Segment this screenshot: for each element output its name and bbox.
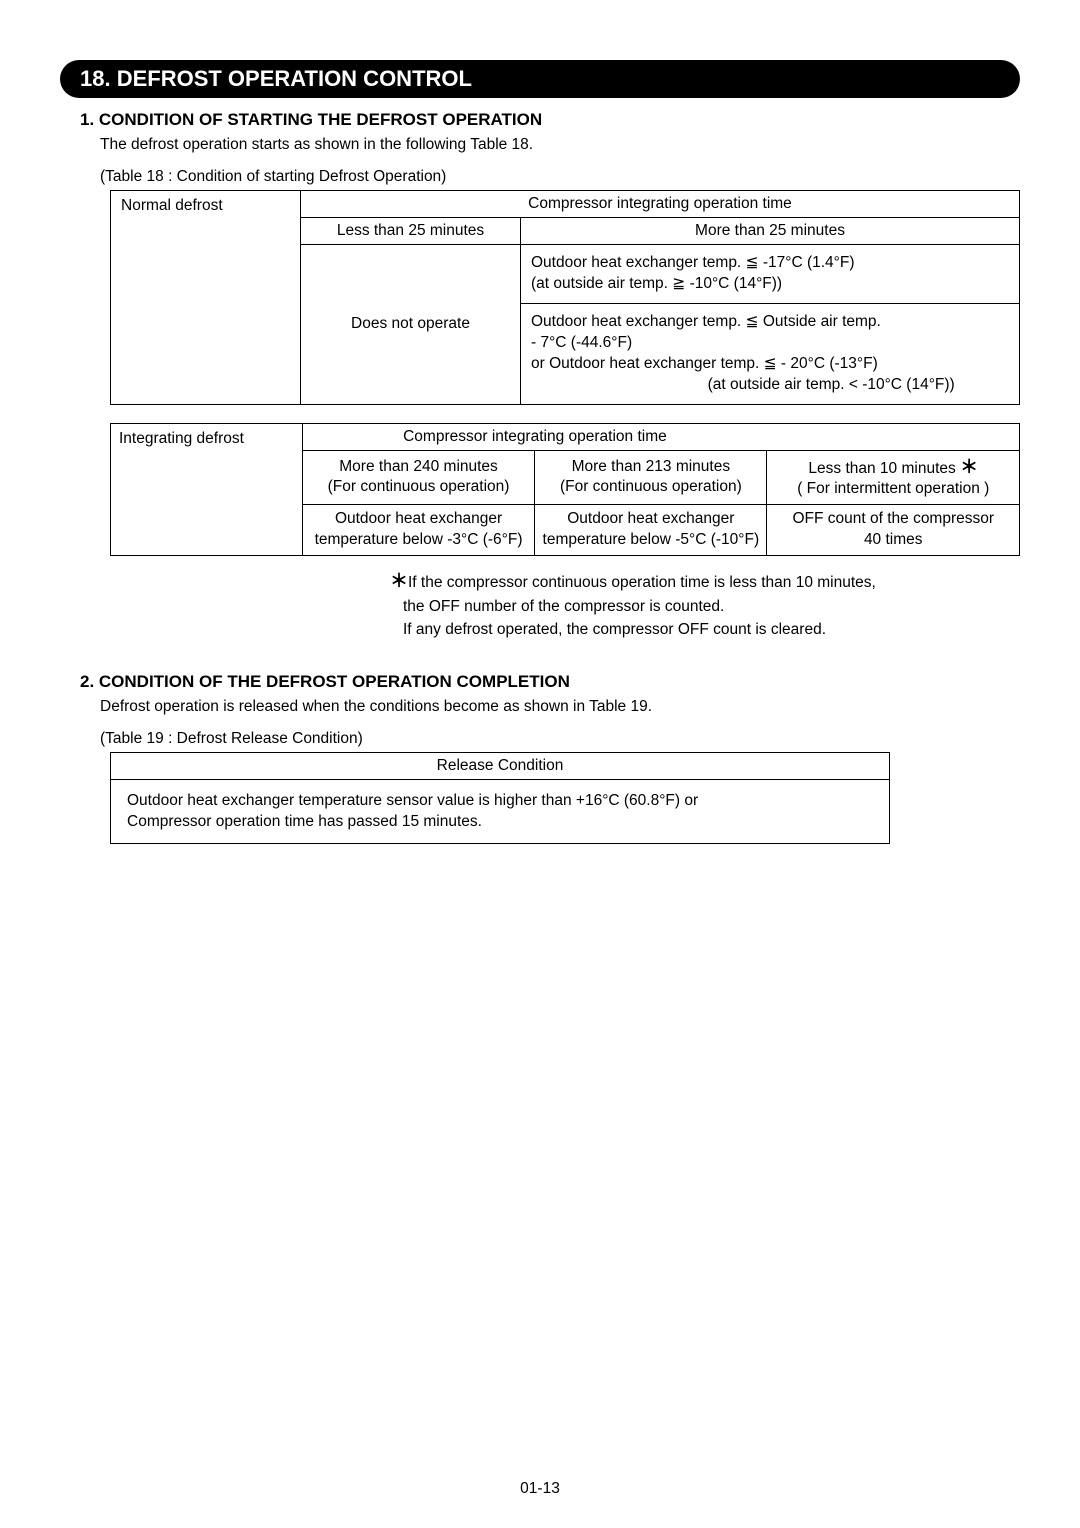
t18b-label: Integrating defrost [111,423,303,556]
t18b-h1: More than 240 minutes (For continuous op… [302,450,534,505]
t18b-h3: Less than 10 minutes ＊( For intermittent… [767,450,1020,505]
t18-header: Compressor integrating operation time [301,191,1020,218]
t18-c1val: Does not operate [301,245,521,405]
section-banner: 18. DEFROST OPERATION CONTROL [60,60,1020,98]
banner-title: 18. DEFROST OPERATION CONTROL [80,66,472,91]
subsection-2-title: 2. CONDITION OF THE DEFROST OPERATION CO… [80,672,1020,692]
t18b-h2: More than 213 minutes (For continuous op… [535,450,767,505]
t18-c2b: Outdoor heat exchanger temp. ≦ Outside a… [521,303,1020,404]
table18-integrating: Integrating defrost Compressor integrati… [110,423,1020,557]
table19: Release Condition Outdoor heat exchanger… [110,752,890,844]
t18-c2a: Outdoor heat exchanger temp. ≦ -17°C (1.… [521,245,1020,304]
table18-normal: Normal defrost Compressor integrating op… [110,190,1020,405]
t18-col2: More than 25 minutes [521,218,1020,245]
t19-body: Outdoor heat exchanger temperature senso… [111,779,890,843]
t19-header: Release Condition [111,752,890,779]
t18b-header: Compressor integrating operation time [302,423,767,450]
t18b-v1: Outdoor heat exchanger temperature below… [302,505,534,556]
t18-label: Normal defrost [111,191,301,405]
page-number: 01-13 [0,1480,1080,1498]
t18-col1: Less than 25 minutes [301,218,521,245]
t18b-header-empty [767,423,1020,450]
note: ＊If the compressor continuous operation … [390,568,1020,642]
subsection-2-intro: Defrost operation is released when the c… [100,698,1020,716]
t18b-v2: Outdoor heat exchanger temperature below… [535,505,767,556]
t18b-v3: OFF count of the compressor 40 times [767,505,1020,556]
table19-caption: (Table 19 : Defrost Release Condition) [100,730,1020,748]
subsection-1-title: 1. CONDITION OF STARTING THE DEFROST OPE… [80,110,1020,130]
subsection-1-intro: The defrost operation starts as shown in… [100,136,1020,154]
table18-caption: (Table 18 : Condition of starting Defros… [100,168,1020,186]
